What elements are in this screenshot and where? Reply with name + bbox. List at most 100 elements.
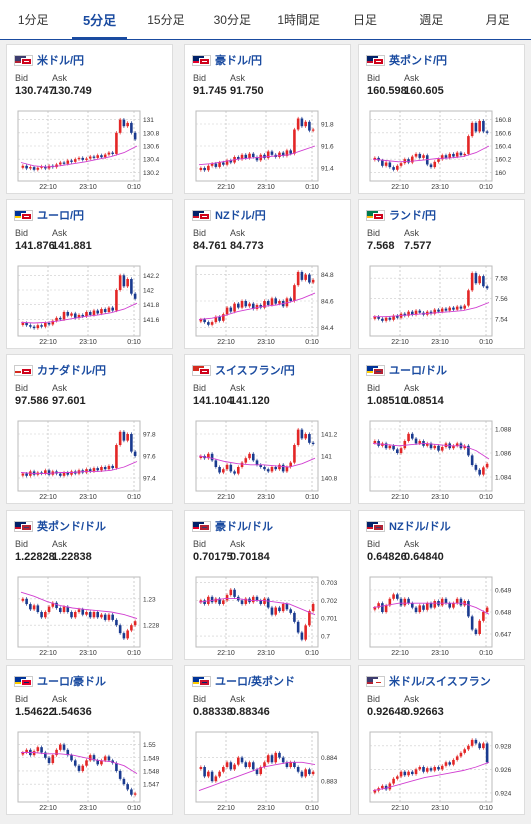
rate-card-header: 豪ドル/円 (192, 53, 262, 67)
x-tick-label: 0:10 (127, 650, 141, 657)
rate-card[interactable]: 英ポンド/ドル Bid Ask 1.22828 1.22838 22:10 23:10 0:1… (6, 510, 173, 660)
y-tick-label: 141.2 (321, 432, 338, 439)
tab-1[interactable]: 5分足 (66, 0, 132, 40)
candle-body (373, 441, 377, 443)
candle-body (130, 434, 133, 452)
y-tick-label: 0.647 (495, 632, 512, 639)
candle-body (470, 273, 474, 291)
rate-card[interactable]: カナダドル/円 Bid Ask 97.586 97.601 22:10 23:10 0:10 9… (6, 354, 173, 504)
rate-card[interactable]: 英ポンド/円 Bid Ask 160.598 160.605 22:10 23:10 0:10… (358, 44, 525, 194)
candle-body (240, 462, 244, 467)
y-tick-label: 0.883 (321, 779, 338, 786)
candle-body (203, 319, 206, 323)
tab-3[interactable]: 30分足 (213, 13, 251, 27)
ask-value: 1.22838 (52, 551, 92, 563)
candle-body (278, 464, 281, 470)
candle-body (214, 316, 218, 323)
pair-name[interactable]: ユーロ/ドル (389, 365, 448, 377)
pair-name[interactable]: カナダドル/円 (37, 365, 107, 377)
candle-body (425, 768, 429, 772)
pair-name[interactable]: 英ポンド/ドル (37, 521, 107, 533)
y-tick-label: 142 (143, 288, 154, 295)
candle-body (474, 465, 478, 470)
candle-body (70, 612, 73, 618)
pair-name[interactable]: ユーロ/円 (37, 210, 85, 222)
y-tick-label: 1.549 (143, 755, 160, 762)
candle-body (58, 317, 62, 320)
pair-name[interactable]: 米ドル/スイスフラン (389, 676, 491, 688)
candle-body (115, 445, 118, 469)
candle-body (240, 600, 244, 604)
rate-card[interactable]: ユーロ/円 Bid Ask 141.876 141.881 22:10 23:10 0:10 1… (6, 199, 173, 349)
candle-body (448, 603, 452, 608)
pair-name[interactable]: 豪ドル/ドル (215, 521, 274, 533)
x-tick-label: 23:10 (79, 184, 97, 191)
candle-body (308, 769, 311, 775)
candle-body (100, 155, 103, 158)
rate-card[interactable]: NZドル/円 Bid Ask 84.761 84.773 22:10 23:10 0:10 84… (184, 199, 351, 349)
chart-frame (17, 576, 141, 648)
candle-body (40, 325, 43, 327)
x-tick-label: 0:10 (479, 650, 493, 657)
candle-body (278, 301, 281, 304)
candle-body (296, 429, 300, 445)
candle-body (392, 315, 395, 320)
candle-body (100, 309, 103, 314)
candle-body (373, 607, 377, 610)
candle-body (62, 744, 66, 750)
rate-card[interactable]: 米ドル/スイスフラン Bid Ask 0.92648 0.92663 22:10 23:10… (358, 665, 525, 815)
rate-card[interactable]: 豪ドル/円 Bid Ask 91.745 91.750 22:10 23:10 0:10 91.… (184, 44, 351, 194)
pair-name[interactable]: 米ドル/円 (37, 55, 85, 67)
rate-card[interactable]: 米ドル/円 Bid Ask 130.747 130.749 22:10 23:10 0:10 1… (6, 44, 173, 194)
price-chart: 22:10 23:10 0:10 0.649 0.648 0.647 (369, 576, 512, 657)
candle-body (433, 767, 437, 771)
ask-label: Ask (230, 539, 246, 549)
candle-body (111, 307, 114, 311)
candle-body (51, 602, 55, 607)
rate-card[interactable]: ユーロ/ドル Bid Ask 1.08510 1.08514 22:10 23:10 0:10… (358, 354, 525, 504)
candle-body (70, 313, 73, 316)
candle-body (81, 157, 85, 160)
candle-body (414, 153, 418, 157)
candle-body (429, 603, 433, 608)
ask-label: Ask (52, 228, 68, 238)
tab-0[interactable]: 1分足 (17, 13, 49, 27)
candle-body (281, 464, 285, 472)
tab-5[interactable]: 日足 (353, 13, 378, 27)
pair-name[interactable]: ランド/円 (389, 210, 437, 222)
pair-name[interactable]: NZドル/ドル (389, 521, 451, 533)
pair-name[interactable]: スイスフラン/円 (215, 365, 295, 377)
y-tick-label: 0.7 (321, 634, 330, 641)
candle-body (289, 609, 292, 613)
candle-body (396, 449, 399, 453)
tab-7[interactable]: 月足 (485, 13, 510, 27)
rate-card[interactable]: NZドル/ドル Bid Ask 0.64826 0.64840 22:10 23:10 0:1… (358, 510, 525, 660)
pair-name[interactable]: 豪ドル/円 (215, 55, 263, 67)
tab-6[interactable]: 週足 (419, 13, 444, 27)
x-tick-label: 0:10 (127, 805, 141, 812)
pair-name[interactable]: ユーロ/豪ドル (37, 676, 107, 688)
rate-card[interactable]: スイスフラン/円 Bid Ask 141.104 141.120 22:10 23:10 0:… (184, 354, 351, 504)
tab-4[interactable]: 1時間足 (277, 13, 321, 27)
candle-body (40, 166, 43, 168)
candle-body (285, 467, 289, 472)
candle-body (304, 274, 307, 280)
ask-label: Ask (52, 73, 68, 83)
rate-card[interactable]: ユーロ/英ポンド Bid Ask 0.88338 0.88346 22:10 23:10 0:… (184, 665, 351, 815)
pair-name[interactable]: NZドル/円 (215, 210, 266, 222)
pair-name[interactable]: ユーロ/英ポンド (215, 676, 296, 688)
candle-body (422, 605, 425, 610)
candle-body (263, 301, 266, 308)
rate-card[interactable]: 豪ドル/ドル Bid Ask 0.70175 0.70184 22:10 23:10 0:10… (184, 510, 351, 660)
tab-2[interactable]: 15分足 (147, 13, 185, 27)
candle-body (218, 598, 221, 604)
moving-average-line (198, 145, 316, 166)
candle-body (296, 621, 300, 633)
chart-frame (369, 731, 493, 803)
pair-name[interactable]: 英ポンド/円 (389, 55, 448, 67)
candle-body (433, 601, 437, 608)
rate-card[interactable]: ユーロ/豪ドル Bid Ask 1.54622 1.54636 22:10 23:10 0:1… (6, 665, 173, 815)
candle-body (255, 769, 259, 775)
rate-card[interactable]: ランド/円 Bid Ask 7.568 7.577 22:10 23:10 0:10 7.58 7… (358, 199, 525, 349)
candle-body (77, 609, 81, 612)
